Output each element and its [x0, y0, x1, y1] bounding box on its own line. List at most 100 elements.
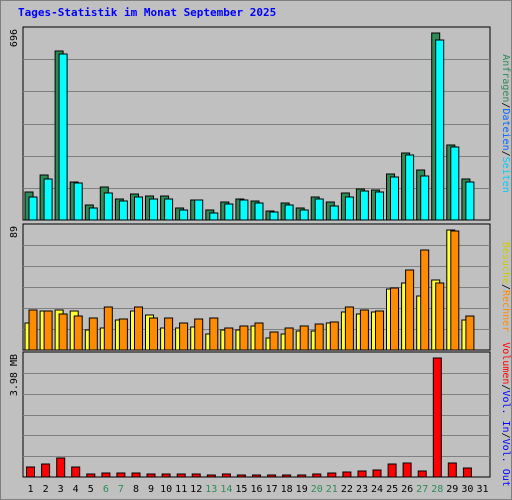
bar-volumen-day-22 [342, 471, 352, 478]
day-label-29: 29 [446, 484, 458, 495]
legend-entry: Besuche [500, 242, 511, 284]
bar-rechner-day-24 [375, 310, 384, 351]
bar-dateien-day-24 [375, 191, 384, 221]
bar-volumen-day-2 [41, 463, 51, 478]
bar-rechner-day-27 [420, 249, 430, 351]
bar-rechner-day-16 [254, 322, 264, 351]
bar-volumen-day-23 [357, 470, 367, 478]
bar-dateien-day-10 [164, 198, 174, 221]
day-label-25: 25 [386, 484, 398, 495]
bar-volumen-day-12 [191, 473, 201, 478]
day-label-1: 1 [27, 484, 33, 495]
bar-volumen-day-1 [26, 466, 35, 478]
day-label-16: 16 [250, 484, 262, 495]
bar-dateien-day-6 [103, 192, 113, 221]
day-axis-labels: 1 2 3 4 5 6 7 8 9 10 11 12 13 14 15 16 17 18 19 20 21 22 23 24 2… [27, 484, 488, 495]
bar-dateien-day-26 [405, 154, 415, 221]
bar-rechner-day-1 [28, 309, 38, 351]
bar-dateien-day-18 [284, 204, 294, 221]
bar-rechner-day-25 [390, 287, 399, 351]
legend-entry: / [500, 284, 511, 290]
bar-dateien-day-20 [314, 198, 324, 221]
bar-volumen-day-18 [282, 474, 292, 478]
bar-volumen-day-13 [206, 474, 216, 478]
day-label-9: 9 [148, 484, 154, 495]
plot-area-bottom [22, 351, 491, 478]
bar-dateien-day-30 [465, 181, 475, 221]
legend-entry: Vol. In [500, 390, 511, 432]
day-label-22: 22 [341, 484, 353, 495]
bar-rechner-day-21 [329, 321, 339, 351]
day-label-3: 3 [58, 484, 64, 495]
bar-dateien-day-8 [134, 196, 143, 221]
bar-dateien-day-13 [209, 212, 219, 221]
legend-entry: / [500, 433, 511, 439]
bar-rechner-day-7 [118, 318, 128, 351]
bar-volumen-day-25 [387, 463, 397, 478]
bar-dateien-day-3 [58, 53, 68, 221]
bar-volumen-day-7 [116, 472, 126, 478]
bar-dateien-day-17 [269, 211, 279, 221]
legend-entry: Rechner [500, 290, 511, 332]
bar-rechner-day-28 [435, 282, 445, 351]
bar-rechner-day-9 [149, 317, 158, 351]
legend-entry: Volumen [500, 342, 511, 384]
bar-rechner-day-6 [103, 306, 113, 351]
bar-dateien-day-12 [194, 199, 204, 221]
bar-dateien-day-22 [344, 196, 354, 221]
bar-dateien-day-5 [88, 207, 98, 221]
day-label-30: 30 [461, 484, 473, 495]
bar-dateien-day-9 [149, 198, 158, 221]
day-label-21: 21 [326, 484, 338, 495]
bar-rechner-day-3 [58, 313, 68, 351]
day-label-17: 17 [266, 484, 278, 495]
bar-dateien-day-2 [43, 178, 53, 221]
y-max-label-middle: 89 [9, 226, 20, 238]
bar-dateien-day-14 [224, 203, 234, 221]
bar-rechner-day-8 [134, 306, 143, 351]
legend-entry: Vol. Out [500, 439, 511, 487]
bar-rechner-day-18 [284, 327, 294, 351]
bar-volumen-day-21 [327, 472, 337, 478]
bar-volumen-day-9 [146, 473, 156, 478]
bar-rechner-day-26 [405, 269, 415, 351]
day-label-27: 27 [416, 484, 428, 495]
bar-rechner-day-4 [73, 315, 83, 351]
day-label-7: 7 [118, 484, 124, 495]
bar-rechner-day-30 [465, 315, 475, 351]
y-max-label-top: 696 [9, 29, 20, 47]
bar-volumen-day-5 [86, 473, 96, 478]
day-label-23: 23 [356, 484, 368, 495]
bar-volumen-day-20 [312, 473, 322, 478]
day-label-15: 15 [235, 484, 247, 495]
bar-rechner-day-10 [164, 317, 174, 351]
day-label-2: 2 [43, 484, 49, 495]
day-label-4: 4 [73, 484, 79, 495]
bar-dateien-day-15 [239, 199, 249, 221]
bar-dateien-day-11 [179, 209, 189, 221]
chart-title: Tages-Statistik im Monat September 2025 [18, 6, 277, 19]
bar-volumen-day-11 [176, 473, 186, 478]
bar-volumen-day-26 [402, 462, 412, 478]
bar-dateien-day-1 [28, 196, 38, 221]
day-label-20: 20 [311, 484, 323, 495]
day-label-19: 19 [296, 484, 308, 495]
bar-dateien-day-28 [435, 39, 445, 221]
bar-rechner-day-17 [269, 331, 279, 351]
bar-volumen-day-16 [252, 474, 261, 478]
bar-volumen-day-6 [101, 472, 111, 478]
panel-middle: 89 Besuche/Rechner [9, 223, 511, 351]
day-label-11: 11 [175, 484, 187, 495]
bar-dateien-day-16 [254, 202, 264, 221]
bar-rechner-day-29 [450, 230, 460, 351]
bar-rechner-day-22 [344, 306, 354, 351]
bar-volumen-day-14 [221, 473, 231, 478]
bar-dateien-day-7 [118, 200, 128, 221]
y-max-label-bottom: 3.98 MB [9, 354, 20, 396]
day-label-10: 10 [160, 484, 172, 495]
bar-rechner-day-5 [88, 317, 98, 351]
day-label-5: 5 [88, 484, 94, 495]
legend-entry: Anfragen [500, 54, 511, 102]
